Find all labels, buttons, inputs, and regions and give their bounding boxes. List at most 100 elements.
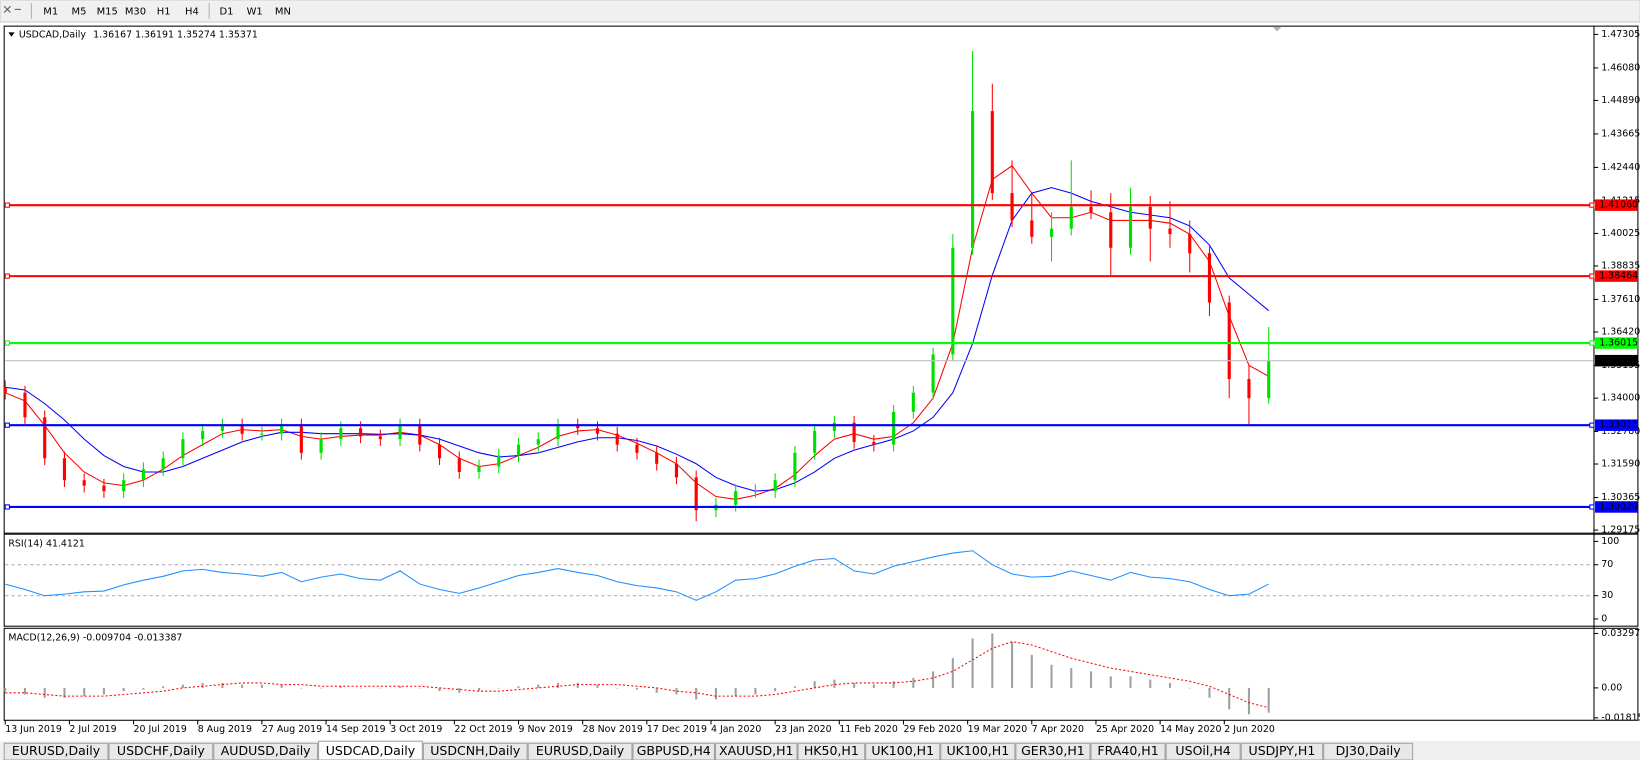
tab-label[interactable]: USDCHF,Daily	[117, 743, 205, 758]
macd-panel	[3, 627, 1639, 721]
candle-body	[516, 444, 521, 456]
timeframe-label[interactable]: D1	[219, 7, 233, 18]
tab[interactable]	[797, 742, 866, 760]
tab[interactable]	[632, 742, 715, 760]
macd-title: MACD(12,26,9)	[8, 632, 79, 643]
timeframe-label[interactable]: MN	[275, 7, 291, 18]
tab-label[interactable]: DJ30,Daily	[1336, 743, 1402, 758]
candle-body	[1089, 206, 1093, 213]
tab-label[interactable]: USDCNH,Daily	[430, 743, 521, 758]
candle-body	[931, 354, 935, 393]
level-handle[interactable]	[4, 202, 10, 208]
timeframe-button[interactable]	[269, 2, 296, 20]
timeframe-label[interactable]: H4	[185, 7, 199, 18]
tab[interactable]	[1240, 742, 1324, 760]
macd-bar	[813, 681, 816, 688]
timeframe-label[interactable]: W1	[247, 7, 263, 18]
level-handle[interactable]	[4, 504, 10, 510]
tab[interactable]	[1015, 742, 1091, 760]
level-handle[interactable]	[4, 340, 10, 346]
macd-bar	[477, 687, 481, 692]
tab[interactable]	[527, 742, 633, 760]
y-tick-label: 1.40025	[1601, 228, 1640, 239]
tab[interactable]	[1323, 742, 1414, 760]
macd-bar	[1168, 682, 1172, 688]
macd-bar	[4, 687, 7, 692]
candle-body	[82, 480, 86, 486]
timeframe-button[interactable]	[37, 2, 64, 20]
timeframe-button[interactable]	[213, 2, 240, 20]
tab-label[interactable]: FRA40,H1	[1097, 743, 1158, 758]
tab-label[interactable]: UK100,H1	[946, 743, 1009, 758]
level-handle[interactable]	[1589, 202, 1595, 208]
timeframe-label[interactable]: M15	[97, 7, 118, 18]
tab-label[interactable]: AUDUSD,Daily	[221, 743, 311, 758]
macd-bar	[221, 682, 224, 688]
last-price-label: 1.35371	[1599, 355, 1638, 366]
toolbar	[0, 0, 1640, 23]
tab-label[interactable]: UK100,H1	[871, 743, 934, 758]
macd-bar	[162, 686, 165, 688]
level-handle[interactable]	[1589, 422, 1595, 428]
tab[interactable]	[940, 742, 1016, 760]
macd-signal: -0.013387	[134, 632, 182, 643]
timeframe-label[interactable]: M30	[125, 7, 146, 18]
tab-label[interactable]: XAUUSD,H1	[719, 743, 794, 758]
rsi-title: RSI(14)	[8, 538, 43, 549]
rsi-line	[5, 550, 1269, 601]
y-tick-label: 0.00	[1601, 682, 1622, 693]
level-handle[interactable]	[4, 273, 10, 279]
x-tick-label: 2 Jul 2019	[69, 724, 116, 735]
macd-bar	[517, 686, 520, 688]
level-handle[interactable]	[1589, 504, 1595, 510]
tab[interactable]	[714, 742, 798, 760]
x-tick-label: 4 Jan 2020	[711, 724, 761, 735]
timeframe-button[interactable]	[150, 2, 177, 20]
tab[interactable]	[108, 742, 214, 760]
tab-label[interactable]: EURUSD,Daily	[536, 743, 625, 758]
macd-bar	[991, 633, 994, 688]
tab[interactable]	[1090, 742, 1166, 760]
macd-bar	[83, 687, 86, 697]
y-tick-label: 1.38835	[1601, 260, 1640, 271]
timeframe-button[interactable]	[178, 2, 205, 20]
x-tick-label: 25 Apr 2020	[1096, 724, 1154, 735]
shift-marker	[1272, 27, 1282, 32]
tab[interactable]	[3, 742, 109, 760]
tab-label[interactable]: USDJPY,H1	[1249, 743, 1316, 758]
level-handle[interactable]	[1589, 340, 1595, 346]
macd-bar	[793, 686, 796, 688]
tab[interactable]	[865, 742, 941, 760]
tab[interactable]	[422, 742, 528, 760]
timeframe-button[interactable]	[122, 2, 149, 20]
level-handle[interactable]	[4, 422, 10, 428]
timeframe-button[interactable]	[241, 2, 268, 20]
toolbar-icon[interactable]	[3, 5, 21, 13]
tab[interactable]	[1165, 742, 1241, 760]
candle-body	[102, 485, 106, 492]
tab-label[interactable]: EURUSD,Daily	[12, 743, 101, 758]
level-label-box	[1595, 501, 1638, 513]
tab-label[interactable]: USDCAD,Daily	[326, 743, 416, 758]
timeframe-label[interactable]: M5	[72, 7, 87, 18]
candle-body	[773, 480, 777, 492]
level-label: 1.30020	[1599, 501, 1638, 512]
tab[interactable]	[213, 742, 319, 760]
candle-body	[1188, 234, 1192, 254]
tab-label[interactable]: HK50,H1	[804, 743, 859, 758]
candle-body	[181, 439, 185, 459]
timeframe-label[interactable]: H1	[157, 7, 171, 18]
tab-label[interactable]: USOil,H4	[1175, 743, 1230, 758]
tab-label[interactable]: GER30,H1	[1021, 743, 1085, 758]
candle-body	[497, 455, 501, 467]
tab-label[interactable]: GBPUSD,H4	[637, 743, 711, 758]
level-handle[interactable]	[1589, 273, 1595, 279]
timeframe-button[interactable]	[94, 2, 121, 20]
timeframe-button[interactable]	[65, 2, 93, 20]
tab[interactable]	[318, 740, 423, 760]
macd-bar	[339, 686, 342, 688]
candle-body	[280, 425, 284, 434]
timeframe-label[interactable]: M1	[43, 7, 58, 18]
macd-bar	[872, 684, 875, 688]
